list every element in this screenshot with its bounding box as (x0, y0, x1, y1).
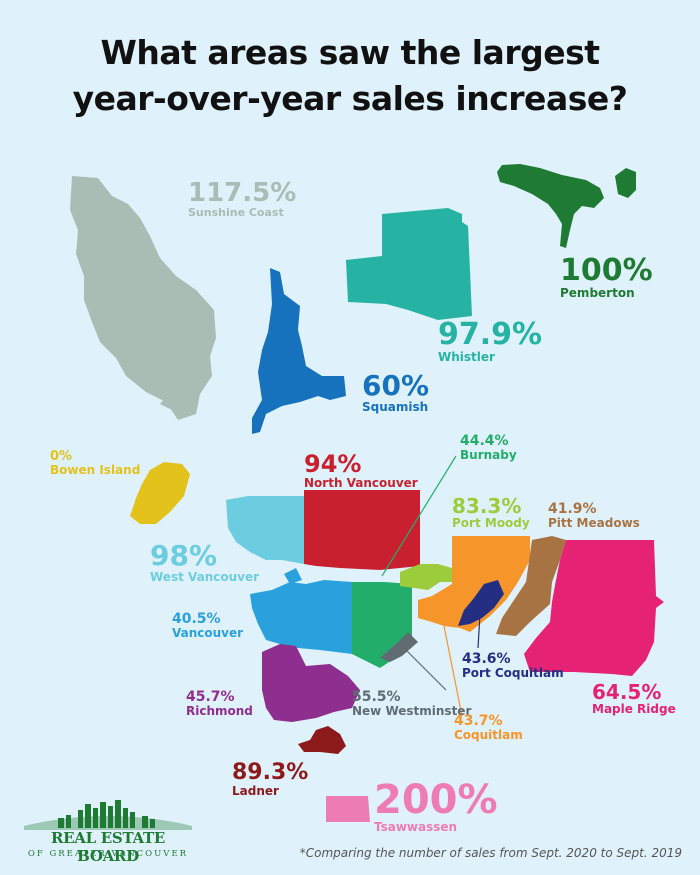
footnote: *Comparing the number of sales from Sept… (299, 846, 682, 860)
label-pemberton: 100% Pemberton (560, 253, 653, 301)
percent-port-coquitlam: 43.6% (462, 651, 511, 667)
name-pitt-meadows: Pitt Meadows (548, 516, 640, 530)
label-port-coquitlam: 43.6% Port Coquitlam (462, 652, 564, 680)
name-squamish: Squamish (362, 400, 429, 414)
label-burnaby: 44.4% Burnaby (460, 434, 517, 462)
label-squamish: 60% Squamish (362, 369, 430, 415)
name-pemberton: Pemberton (560, 286, 635, 300)
percent-maple-ridge: 64.5% (592, 680, 662, 704)
percent-whistler: 97.9% (438, 317, 543, 352)
logo-subtitle: OF GREATER VANCOUVER (27, 849, 189, 859)
name-port-moody: Port Moody (452, 516, 530, 530)
name-coquitlam: Coquitlam (454, 728, 523, 742)
region-squamish[interactable] (252, 268, 346, 434)
region-new-westminster[interactable] (380, 632, 418, 662)
region-maple-ridge[interactable] (524, 540, 664, 676)
label-sunshine-coast: 117.5% Sunshine Coast (188, 180, 296, 219)
percent-sunshine-coast: 117.5% (188, 178, 297, 208)
percent-ladner: 89.3% (232, 760, 309, 785)
label-north-vancouver: 94% North Vancouver (304, 452, 418, 490)
name-vancouver: Vancouver (172, 626, 244, 640)
region-vancouver[interactable] (250, 568, 352, 654)
label-port-moody: 83.3% Port Moody (452, 496, 530, 530)
percent-bowen-island: 0% (50, 449, 73, 464)
name-richmond: Richmond (186, 704, 253, 718)
region-west-vancouver[interactable] (226, 496, 304, 564)
leader-line-new-westminster (403, 647, 447, 691)
name-whistler: Whistler (438, 350, 495, 364)
logo-name: REAL ESTATE BOARD (50, 829, 166, 865)
leader-line-coquitlam (443, 625, 463, 717)
percent-coquitlam: 43.7% (454, 713, 503, 729)
percent-west-vancouver: 98% (150, 539, 218, 572)
percent-pemberton: 100% (560, 253, 653, 288)
region-pitt-meadows[interactable] (496, 536, 566, 636)
name-sunshine-coast: Sunshine Coast (188, 206, 284, 219)
name-west-vancouver: West Vancouver (150, 570, 260, 584)
region-port-coquitlam[interactable] (458, 580, 504, 626)
real-estate-board-logo (24, 800, 192, 830)
region-pemberton[interactable] (497, 164, 636, 248)
percent-burnaby: 44.4% (460, 433, 509, 449)
label-bowen-island: 0% Bowen Island (50, 450, 140, 477)
percent-tsawwassen: 200% (374, 777, 498, 823)
region-tsawwassen[interactable] (326, 796, 370, 822)
label-tsawwassen: 200% Tsawwassen (374, 780, 498, 834)
leader-line-port-coquitlam (477, 613, 481, 649)
title-line-2: year-over-year sales increase? (72, 79, 628, 118)
name-north-vancouver: North Vancouver (304, 476, 418, 490)
percent-north-vancouver: 94% (304, 450, 362, 478)
name-bowen-island: Bowen Island (50, 463, 141, 477)
title-line-1: What areas saw the largest (100, 33, 600, 72)
region-bowen-island[interactable] (130, 462, 190, 524)
name-port-coquitlam: Port Coquitlam (462, 666, 564, 680)
label-ladner: 89.3% Ladner (232, 760, 309, 799)
region-coquitlam[interactable] (418, 536, 530, 632)
name-burnaby: Burnaby (460, 448, 517, 462)
label-richmond: 45.7% Richmond (186, 690, 253, 718)
percent-squamish: 60% (362, 369, 430, 402)
label-maple-ridge: 64.5% Maple Ridge (592, 682, 676, 716)
label-west-vancouver: 98% West Vancouver (150, 539, 260, 585)
label-pitt-meadows: 41.9% Pitt Meadows (548, 502, 640, 530)
name-ladner: Ladner (232, 784, 279, 798)
name-tsawwassen: Tsawwassen (374, 820, 458, 834)
page-title: What areas saw the largest year-over-yea… (0, 30, 700, 122)
region-richmond[interactable] (262, 644, 360, 722)
label-vancouver: 40.5% Vancouver (172, 612, 243, 640)
name-maple-ridge: Maple Ridge (592, 702, 676, 716)
percent-pitt-meadows: 41.9% (548, 501, 597, 517)
region-whistler[interactable] (346, 208, 472, 320)
percent-richmond: 45.7% (186, 689, 235, 705)
region-north-vancouver[interactable] (304, 490, 420, 570)
label-new-westminster: 55.5% New Westminster (352, 690, 471, 718)
leader-line-burnaby (381, 455, 457, 577)
label-coquitlam: 43.7% Coquitlam (454, 714, 523, 742)
percent-port-moody: 83.3% (452, 494, 522, 518)
region-ladner[interactable] (298, 726, 346, 754)
label-whistler: 97.9% Whistler (438, 317, 543, 365)
region-sunshine-coast[interactable] (70, 176, 216, 420)
region-port-moody[interactable] (400, 564, 452, 590)
percent-vancouver: 40.5% (172, 611, 221, 627)
percent-new-westminster: 55.5% (352, 689, 401, 705)
name-new-westminster: New Westminster (352, 704, 472, 718)
